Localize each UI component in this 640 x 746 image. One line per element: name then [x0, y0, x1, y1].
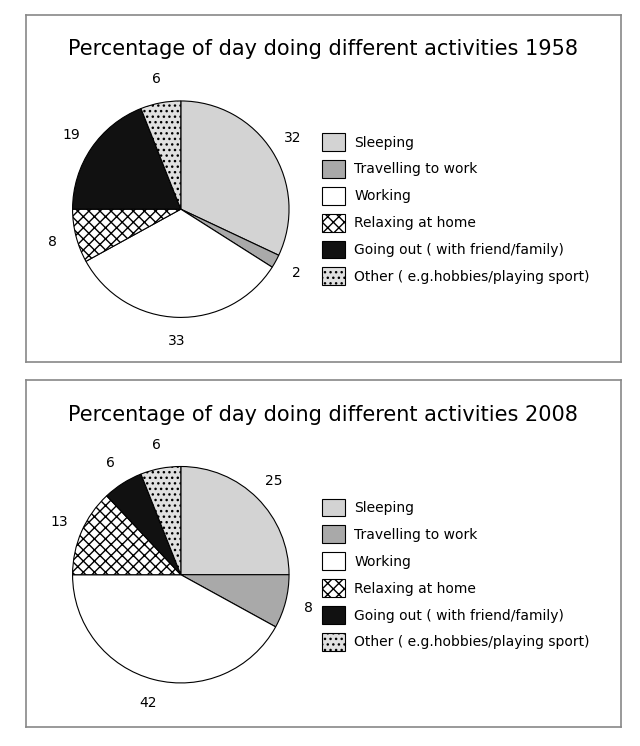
- Wedge shape: [72, 209, 181, 261]
- Text: 6: 6: [106, 457, 115, 470]
- Wedge shape: [181, 574, 289, 627]
- Text: 8: 8: [49, 235, 58, 249]
- Wedge shape: [72, 109, 181, 209]
- Text: 13: 13: [51, 515, 68, 529]
- Text: 19: 19: [63, 128, 81, 142]
- Text: 8: 8: [304, 601, 313, 615]
- Text: 42: 42: [140, 695, 157, 709]
- Text: 33: 33: [168, 334, 186, 348]
- Text: Percentage of day doing different activities 2008: Percentage of day doing different activi…: [68, 405, 578, 424]
- Wedge shape: [141, 466, 181, 574]
- Legend: Sleeping, Travelling to work, Working, Relaxing at home, Going out ( with friend: Sleeping, Travelling to work, Working, R…: [318, 495, 594, 655]
- Text: 2: 2: [292, 266, 301, 280]
- Wedge shape: [180, 101, 289, 255]
- Text: 32: 32: [284, 131, 301, 145]
- Text: 25: 25: [266, 474, 283, 489]
- Wedge shape: [72, 574, 276, 683]
- Wedge shape: [180, 466, 289, 574]
- Wedge shape: [107, 474, 181, 574]
- Wedge shape: [86, 209, 272, 317]
- Text: 6: 6: [152, 72, 161, 87]
- Wedge shape: [141, 101, 181, 209]
- Legend: Sleeping, Travelling to work, Working, Relaxing at home, Going out ( with friend: Sleeping, Travelling to work, Working, R…: [318, 129, 594, 289]
- Text: Percentage of day doing different activities 1958: Percentage of day doing different activi…: [68, 40, 578, 59]
- Text: 6: 6: [152, 438, 161, 452]
- Wedge shape: [181, 209, 279, 267]
- Wedge shape: [72, 496, 181, 574]
